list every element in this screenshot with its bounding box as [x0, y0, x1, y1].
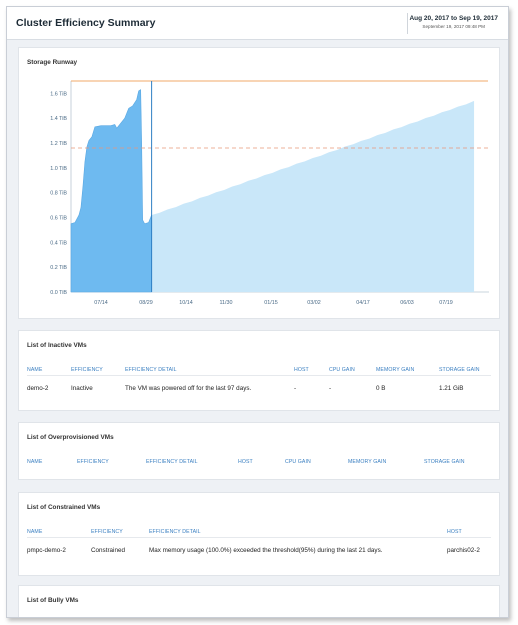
y-tick-label: 1.6 TiB — [50, 91, 67, 97]
header-divider — [407, 13, 408, 34]
x-tick-label: 08/29 — [139, 300, 153, 306]
y-tick-label: 1.2 TiB — [50, 141, 67, 147]
column-header-efficiency-detail[interactable]: EFFICIENCY DETAIL — [149, 529, 201, 535]
column-header-host[interactable]: HOST — [294, 367, 309, 373]
column-header-efficiency-detail[interactable]: EFFICIENCY DETAIL — [125, 367, 177, 373]
cell-name: pmpc-demo-2 — [27, 547, 66, 554]
cell-name: demo-2 — [27, 385, 49, 392]
x-tick-label: 01/15 — [264, 300, 278, 306]
x-tick-label: 11/30 — [219, 300, 232, 306]
x-tick-label: 06/03 — [400, 300, 414, 306]
page-title: Cluster Efficiency Summary — [16, 17, 156, 29]
cell-cpu-gain: - — [329, 385, 332, 392]
cell-efficiency: Inactive — [71, 385, 93, 392]
storage-runway-title: Storage Runway — [27, 59, 78, 66]
report-header: Cluster Efficiency Summary Aug 20, 2017 … — [7, 7, 508, 40]
cell-host: - — [294, 385, 297, 392]
cell-efficiency: Constrained — [91, 547, 125, 554]
y-tick-label: 0.6 TiB — [50, 216, 67, 222]
x-tick-label: 10/14 — [179, 300, 193, 306]
column-header-efficiency[interactable]: EFFICIENCY — [91, 529, 123, 535]
x-tick-label: 07/19 — [439, 300, 453, 306]
y-tick-label: 1.4 TiB — [50, 116, 67, 122]
header-divider-line — [27, 375, 491, 376]
y-tick-label: 0.0 TiB — [50, 290, 67, 296]
column-header-efficiency[interactable]: EFFICIENCY — [71, 367, 103, 373]
column-header-name[interactable]: NAME — [27, 529, 43, 535]
y-tick-label: 0.8 TiB — [50, 191, 67, 197]
y-tick-label: 0.4 TiB — [50, 240, 67, 246]
cell-storage-gain: 1.21 GiB — [439, 385, 464, 392]
historical-area — [70, 89, 152, 293]
x-tick-label: 07/14 — [94, 300, 108, 306]
overprovisioned-vms-title: List of Overprovisioned VMs — [27, 434, 114, 441]
column-header-efficiency[interactable]: EFFICIENCY — [77, 459, 109, 465]
cell-host: parchis02-2 — [447, 547, 480, 554]
constrained-vms-title: List of Constrained VMs — [27, 504, 101, 511]
column-header-memory-gain[interactable]: MEMORY GAIN — [376, 367, 415, 373]
report-frame: Cluster Efficiency Summary Aug 20, 2017 … — [6, 6, 509, 618]
forecast-area — [151, 100, 475, 292]
column-header-efficiency-detail[interactable]: EFFICIENCY DETAIL — [146, 459, 198, 465]
column-header-storage-gain[interactable]: STORAGE GAIN — [439, 367, 480, 373]
date-range: Aug 20, 2017 to Sep 19, 2017 — [409, 15, 498, 22]
constrained-vms-card: List of Constrained VMs NAME EFFICIENCY … — [18, 492, 500, 576]
x-tick-label: 03/02 — [307, 300, 321, 306]
column-header-host[interactable]: HOST — [447, 529, 462, 535]
cell-memory-gain: 0 B — [376, 385, 386, 392]
column-header-cpu-gain[interactable]: CPU GAIN — [329, 367, 355, 373]
column-header-storage-gain[interactable]: STORAGE GAIN — [424, 459, 465, 465]
inactive-vms-title: List of Inactive VMs — [27, 342, 87, 349]
column-header-memory-gain[interactable]: MEMORY GAIN — [348, 459, 387, 465]
header-divider-line — [27, 537, 491, 538]
storage-runway-card: Storage Runway 0.0 TiB 0.2 TiB 0.4 TiB 0.6 … — [18, 47, 500, 319]
column-header-cpu-gain[interactable]: CPU GAIN — [285, 459, 311, 465]
inactive-vms-card: List of Inactive VMs NAME EFFICIENCY EFF… — [18, 330, 500, 411]
y-tick-label: 0.2 TiB — [50, 265, 67, 271]
x-tick-label: 04/17 — [356, 300, 370, 306]
overprovisioned-vms-card: List of Overprovisioned VMs NAME EFFICIE… — [18, 422, 500, 480]
bully-vms-card: List of Bully VMs — [18, 585, 500, 617]
column-header-name[interactable]: NAME — [27, 459, 43, 465]
generated-timestamp: September 19, 2017 09:48 PM — [422, 24, 485, 29]
column-header-name[interactable]: NAME — [27, 367, 43, 373]
y-tick-label: 1.0 TiB — [50, 166, 67, 172]
cell-efficiency-detail: The VM was powered off for the last 97 d… — [125, 385, 252, 392]
storage-runway-chart: 0.0 TiB 0.2 TiB 0.4 TiB 0.6 TiB 0.8 TiB 1.0 T… — [50, 80, 489, 306]
cell-efficiency-detail: Max memory usage (100.0%) exceeded the t… — [149, 547, 383, 554]
bully-vms-title: List of Bully VMs — [27, 597, 79, 604]
column-header-host[interactable]: HOST — [238, 459, 253, 465]
